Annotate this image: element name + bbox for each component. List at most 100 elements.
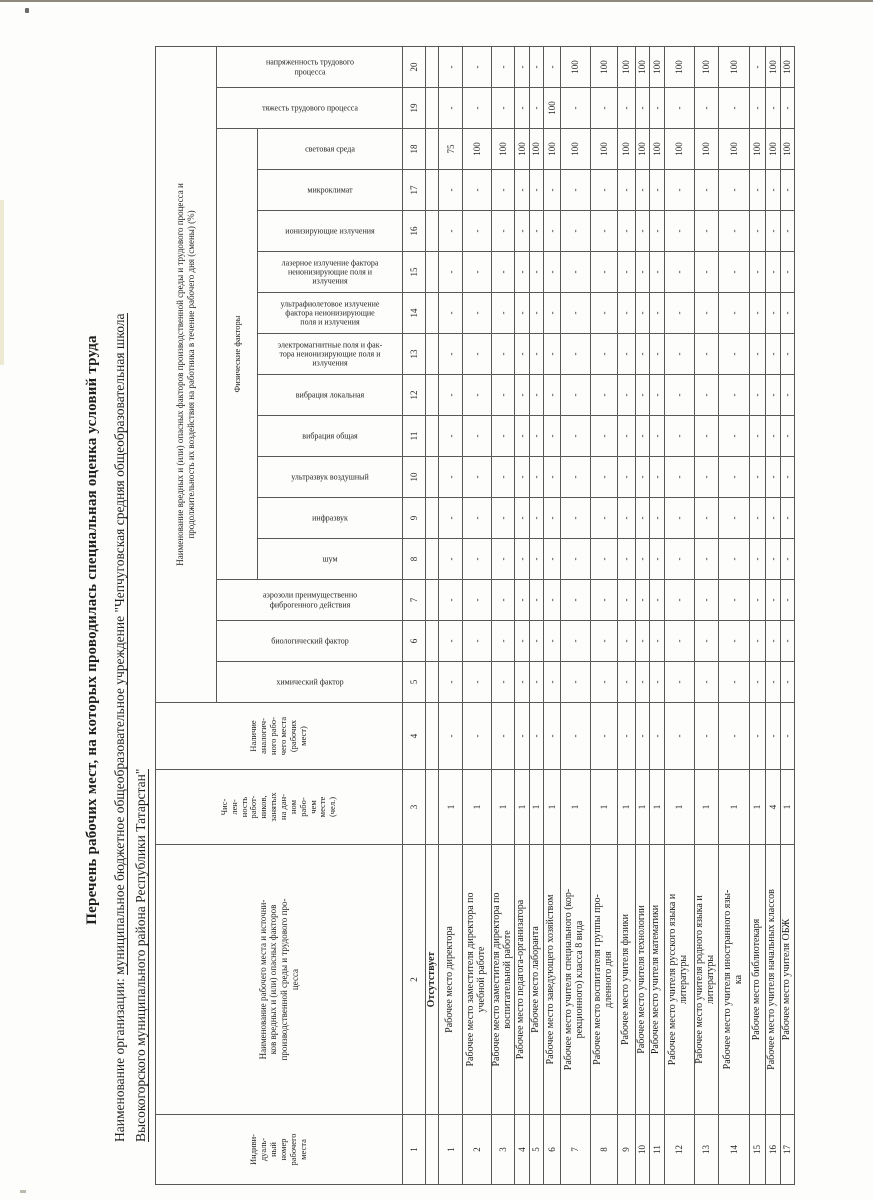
analog-presence-cell: - <box>649 702 665 770</box>
factor-label-text: шум <box>322 554 338 564</box>
factor-value-cell: - <box>590 333 618 375</box>
factor-value-cell: - <box>438 620 463 662</box>
factor-label: ионизирующие излучения <box>260 212 401 251</box>
factor-value-cell: - <box>664 374 695 416</box>
organization-line: Наименование организации: муниципальное … <box>109 32 151 1142</box>
empty-cell <box>425 87 439 129</box>
factor-label-text: инфразвук <box>312 513 348 523</box>
factor-value-cell: - <box>560 169 591 211</box>
workplace-name-cell: Рабочее место учителя русского языка и л… <box>664 844 695 1115</box>
factor-label-text: ультрафиолетовое излучение фактора неион… <box>280 299 380 327</box>
factor-label: ультрафиолетовое излучение фактора неион… <box>260 294 401 333</box>
factor-value-cell: - <box>780 456 795 498</box>
factor-value-cell: 100 <box>664 46 695 88</box>
factor-value-cell: 100 <box>649 46 665 88</box>
row-number-cell: 10 <box>635 1114 650 1185</box>
factor-value-cell: - <box>514 46 530 88</box>
factor-value-cell: - <box>462 292 492 334</box>
col-header-analog-presence: Наличие аналогич- ного рабо- чего места … <box>155 702 403 770</box>
factor-value-cell: - <box>462 661 492 703</box>
factor-value-cell: - <box>617 661 636 703</box>
factor-value-cell: - <box>438 538 463 580</box>
column-number-cell: 12 <box>402 374 426 416</box>
empty-cell <box>425 661 439 703</box>
factor-value-cell: - <box>491 415 515 457</box>
factor-value-cell: - <box>635 210 650 252</box>
factor-label: инфразвук <box>260 499 401 538</box>
factor-value-cell: - <box>462 538 492 580</box>
factor-value-cell: - <box>462 456 492 498</box>
factor-value-cell: - <box>694 620 719 662</box>
column-number-cell: 3 <box>402 769 426 845</box>
workers-count-cell: 1 <box>649 769 665 845</box>
analog-presence-cell: - <box>780 702 795 770</box>
row-number-cell: 2 <box>462 1114 492 1185</box>
factor-value-cell: - <box>543 333 561 375</box>
workplace-name-cell: Рабочее место учителя начальных классов <box>765 844 781 1115</box>
factor-value-cell: - <box>543 46 561 88</box>
empty-cell <box>425 538 439 580</box>
factors-group-header: Наименование вредных и (или) опасных фак… <box>155 46 217 703</box>
analog-presence-cell: - <box>635 702 650 770</box>
analog-presence-cell: - <box>694 702 719 770</box>
workplaces-table: Индиви- дуаль- ный номер рабочего места … <box>155 46 795 1185</box>
organization-name-part1: муниципальное бюджетное общеобразователь… <box>112 313 128 975</box>
factor-value-cell: - <box>749 415 766 457</box>
workers-count-cell: 1 <box>694 769 719 845</box>
column-number-cell: 4 <box>402 702 426 770</box>
factor-value-cell: - <box>438 333 463 375</box>
factor-value-cell: - <box>514 661 530 703</box>
factor-value-cell: - <box>491 46 515 88</box>
factor-value-cell: 100 <box>765 46 781 88</box>
factor-value-cell: - <box>749 87 766 129</box>
factor-value-cell: - <box>765 251 781 293</box>
factor-label: биологический фактор <box>219 622 400 661</box>
empty-cell <box>425 46 439 88</box>
factor-value-cell: - <box>749 579 766 621</box>
factor-value-cell: 100 <box>635 128 650 170</box>
empty-cell <box>425 702 439 770</box>
factor-label-text: лазерное излучение фактора неионизирующи… <box>281 258 379 286</box>
factor-value-cell: - <box>718 210 750 252</box>
factor-value-cell: - <box>462 210 492 252</box>
factor-value-cell: - <box>514 374 530 416</box>
workplace-name-cell: Рабочее место учителя технологии <box>635 844 650 1115</box>
analog-presence-cell: - <box>529 702 544 770</box>
factor-value-cell: 100 <box>543 87 561 129</box>
factor-value-cell: - <box>560 87 591 129</box>
analog-presence-cell: - <box>749 702 766 770</box>
factor-value-cell: - <box>543 497 561 539</box>
factor-value-cell: - <box>514 620 530 662</box>
workers-count-cell: 1 <box>780 769 795 845</box>
factor-value-cell: 100 <box>649 128 665 170</box>
factor-label: электромагнитные поля и фак- тора неиони… <box>260 335 401 374</box>
factor-value-cell: - <box>718 661 750 703</box>
factor-column-header: ультразвук воздушный <box>257 456 403 498</box>
factor-value-cell: - <box>491 497 515 539</box>
factor-value-cell: - <box>617 579 636 621</box>
factor-value-cell: - <box>560 210 591 252</box>
factor-value-cell: - <box>718 415 750 457</box>
column-number-cell: 6 <box>402 620 426 662</box>
column-number-cell: 1 <box>402 1114 426 1185</box>
row-number-cell <box>425 1114 439 1185</box>
factor-value-cell: - <box>649 415 665 457</box>
factor-value-cell: - <box>718 456 750 498</box>
factor-value-cell: - <box>543 169 561 211</box>
factor-label: световая среда <box>260 130 401 169</box>
organization-label: Наименование организации: <box>112 978 127 1142</box>
factor-value-cell: 100 <box>529 128 544 170</box>
factor-label-text: аэрозоли преимущественно фиброгенного де… <box>262 590 357 609</box>
factor-value-cell: - <box>780 292 795 334</box>
factor-value-cell: 100 <box>462 128 492 170</box>
factor-value-cell: - <box>590 579 618 621</box>
factor-value-cell: - <box>491 579 515 621</box>
factor-value-cell: - <box>462 579 492 621</box>
empty-cell <box>425 210 439 252</box>
column-number-cell: 19 <box>402 87 426 129</box>
col-header-workplace-name: Наименование рабочего места и источни- к… <box>155 844 403 1115</box>
factor-value-cell: - <box>438 87 463 129</box>
factor-value-cell: - <box>438 661 463 703</box>
factor-value-cell: - <box>780 87 795 129</box>
factor-value-cell: - <box>543 374 561 416</box>
